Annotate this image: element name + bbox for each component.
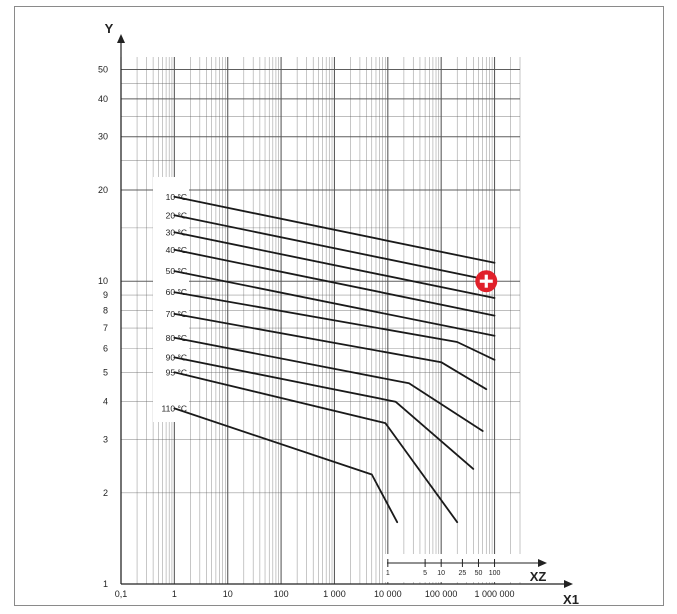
xz-tick-label: 25: [459, 570, 467, 577]
series-group: [173, 195, 496, 524]
xz-tick-label: 50: [475, 570, 483, 577]
x-tick-label: 100: [274, 589, 289, 599]
x-tick-label: 1 000 000: [475, 589, 515, 599]
xz-tick-label: 1: [386, 570, 390, 577]
series-line: [173, 248, 496, 317]
series-line: [173, 270, 496, 337]
series-line: [173, 336, 484, 432]
x-tick-label: 100 000: [425, 589, 458, 599]
chart-frame: Y X1 1 2 3 4 5 6 7 8 9 10 20 30 40 50 0,1 1 10 100 1 000 10 0…: [14, 6, 664, 607]
axes: Y X1 1 2 3 4 5 6 7 8 9 10 20 30 40 50 0,1 1 10 100 1 000 10 0…: [98, 21, 579, 607]
xz-tick-label: 5: [423, 570, 427, 577]
x-tick-label: 0,1: [115, 589, 128, 599]
y-tick-label: 5: [103, 367, 108, 377]
y-tick-label: 30: [98, 132, 108, 142]
xz-axis-background: [383, 554, 523, 582]
series-line: [173, 371, 459, 524]
y-tick-label: 2: [103, 488, 108, 498]
xz-axis: 1 5 10 25 50 100 XZ: [383, 554, 547, 584]
plus-marker: [475, 270, 498, 293]
x-axis-arrow: [564, 580, 573, 588]
x-tick-label: 1: [172, 589, 177, 599]
y-axis-arrow: [117, 34, 125, 43]
y-tick-label: 10: [98, 276, 108, 286]
xz-tick-label: 10: [437, 570, 445, 577]
series-line: [173, 231, 496, 299]
y-tick-label: 3: [103, 435, 108, 445]
y-tick-label: 6: [103, 343, 108, 353]
x-axis-label: X1: [563, 592, 579, 607]
y-tick-label: 9: [103, 290, 108, 300]
series-line: [173, 195, 496, 264]
series-line: [173, 312, 488, 391]
y-tick-label: 8: [103, 306, 108, 316]
y-axis-label: Y: [105, 21, 114, 36]
series-line: [173, 407, 399, 524]
xz-axis-label: XZ: [530, 569, 547, 584]
y-tick-label: 40: [98, 94, 108, 104]
x-tick-label: 1 000: [323, 589, 346, 599]
xz-axis-arrow: [538, 559, 547, 567]
series-line: [173, 356, 475, 470]
xz-tick-label: 100: [489, 570, 501, 577]
y-tick-label: 1: [103, 579, 108, 589]
x-tick-label: 10: [223, 589, 233, 599]
y-tick-label: 7: [103, 323, 108, 333]
series-line: [173, 214, 496, 283]
y-tick-label: 4: [103, 397, 108, 407]
curve-labels: 10 °C20 °C30 °C40 °C50 °C60 °C70 °C80 °C…: [153, 177, 189, 422]
plus-marker-bar-v: [484, 274, 488, 288]
series-line: [173, 291, 496, 361]
y-tick-label: 50: [98, 65, 108, 75]
chart: Y X1 1 2 3 4 5 6 7 8 9 10 20 30 40 50 0,1 1 10 100 1 000 10 0…: [98, 21, 579, 607]
y-tick-label: 20: [98, 185, 108, 195]
x-tick-label: 10 000: [374, 589, 402, 599]
